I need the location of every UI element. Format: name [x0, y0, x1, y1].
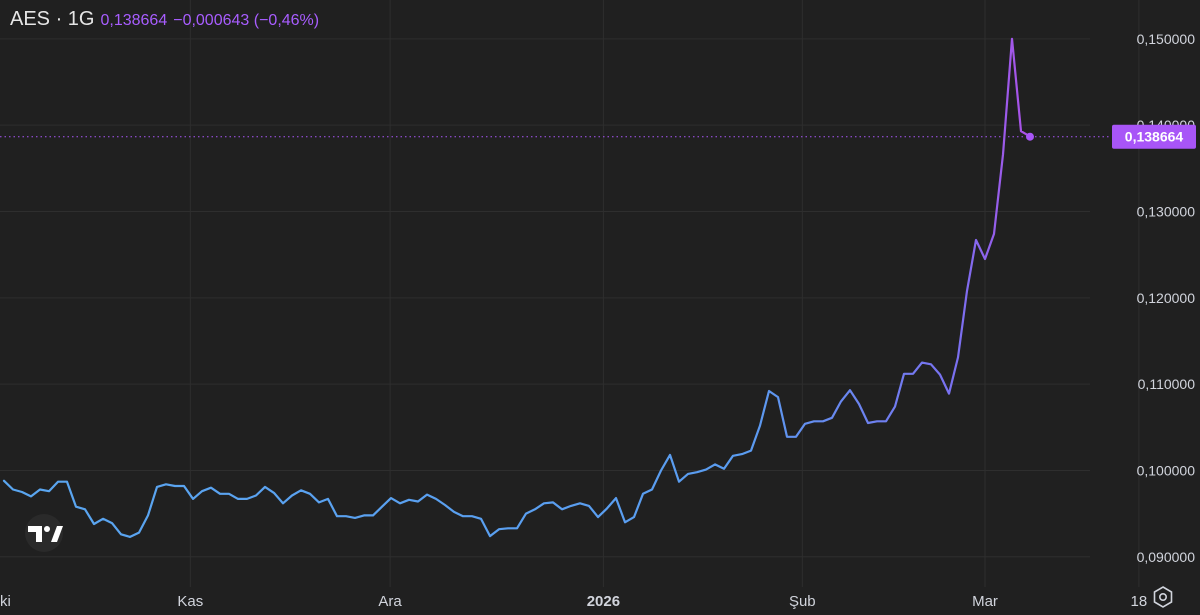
x-tick-label: 18: [1131, 593, 1148, 610]
grid-lines: [0, 0, 1140, 587]
svg-text:0,138664: 0,138664: [1125, 129, 1184, 145]
y-tick-label: 0,090000: [1137, 549, 1196, 565]
x-tick-label: Ara: [378, 593, 402, 610]
y-tick-label: 0,150000: [1137, 31, 1196, 47]
y-tick-label: 0,110000: [1138, 376, 1196, 392]
symbol-title[interactable]: AES · 1G: [10, 8, 95, 30]
y-axis: 0,090000 0,100000 0,110000 0,120000 0,130000…: [1137, 31, 1196, 565]
tradingview-logo-icon[interactable]: [18, 513, 70, 553]
x-tick-label: Mar: [972, 593, 998, 610]
x-tick-label: Kas: [177, 593, 203, 610]
x-axis: ki Kas Ara 2026 Şub Mar 18: [0, 593, 1147, 610]
y-tick-label: 0,130000: [1137, 203, 1196, 219]
price-series-line: [2, 37, 1032, 538]
y-tick-label: 0,100000: [1137, 462, 1196, 478]
last-price-label: 0,138664: [1112, 124, 1196, 149]
last-price-value: 0,138664: [100, 12, 168, 29]
settings-icon[interactable]: [1150, 584, 1176, 610]
price-change-value: −0,000643 (−0,46%): [173, 12, 320, 29]
x-tick-label: Şub: [789, 593, 816, 610]
x-tick-label: ki: [0, 593, 11, 610]
last-price-point: [1026, 132, 1034, 141]
x-tick-label: 2026: [587, 593, 620, 610]
chart-header: AES · 1G 0,138664 −0,000643 (−0,46%): [10, 8, 319, 31]
y-tick-label: 0,120000: [1137, 290, 1196, 306]
